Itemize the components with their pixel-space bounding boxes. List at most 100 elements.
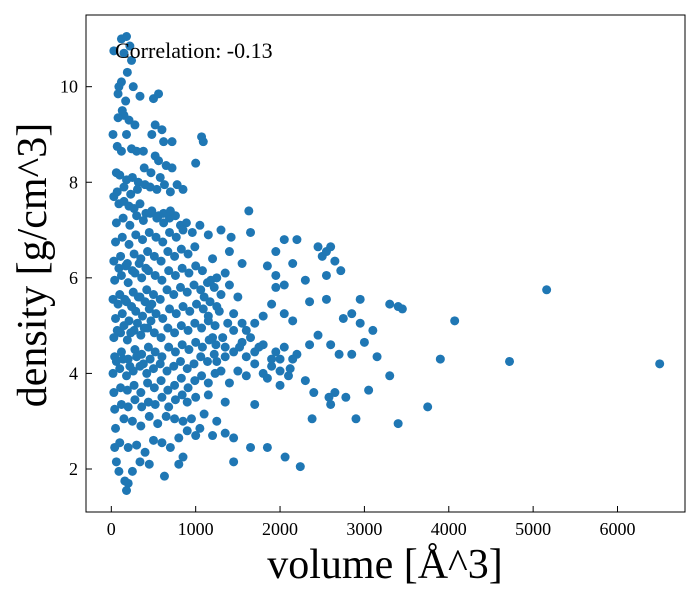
data-point [159,218,169,228]
correlation-annotation: Correlation: -0.13 [115,38,273,63]
data-point [347,349,357,359]
data-point [115,438,125,448]
data-point [244,206,254,216]
data-point [146,316,156,326]
data-point [116,251,126,261]
data-point [131,230,141,240]
data-point [279,309,289,319]
data-point [189,280,199,290]
data-point [189,359,199,369]
data-point [267,299,277,309]
data-point [246,442,256,452]
data-point [423,402,433,412]
data-point [341,392,351,402]
data-point [122,371,131,381]
data-point [122,129,131,139]
data-point [218,333,228,343]
data-point [307,414,317,424]
data-point [138,215,148,225]
data-point [152,213,162,223]
data-point [175,356,185,366]
x-tick-label: 1000 [178,519,214,539]
data-point [214,306,224,316]
data-point [123,278,133,288]
data-point [190,376,200,386]
data-point [283,371,293,381]
data-point [190,242,200,252]
data-point [505,356,515,366]
data-point [171,232,181,242]
data-point [368,325,378,335]
data-point [149,328,159,338]
data-point [121,96,131,106]
data-point [111,237,121,247]
data-point [195,423,205,433]
data-point [127,266,137,276]
x-tick-label: 2000 [262,519,298,539]
data-point [198,137,208,147]
data-point [126,189,136,199]
data-point [138,235,148,245]
data-point [110,275,120,285]
data-point [136,421,146,431]
data-point [182,426,192,436]
data-point [113,299,123,309]
data-point [117,232,127,242]
data-point [116,146,126,156]
data-point [195,220,205,230]
data-point [128,82,138,92]
x-tick-label: 0 [107,519,116,539]
data-point [197,342,207,352]
data-point [212,416,222,426]
data-point [258,340,268,350]
data-point [164,402,174,412]
data-point [159,137,169,147]
data-point [138,359,148,369]
data-point [156,376,166,386]
data-point [157,392,167,402]
data-point [295,462,305,472]
data-point [127,466,137,476]
data-point [326,399,336,409]
data-point [223,318,233,328]
data-point [385,299,395,309]
data-point [196,285,206,295]
data-point [154,89,164,99]
data-point [111,423,121,433]
data-point [300,376,310,386]
data-point [271,282,281,292]
data-point [271,270,281,280]
data-point [157,352,167,362]
data-point [136,388,146,398]
data-point [196,352,206,362]
data-point [143,378,153,388]
data-point [120,476,130,486]
data-point [186,414,196,424]
data-point [129,380,139,390]
data-point [229,457,239,467]
data-point [155,359,165,369]
data-point [655,359,665,369]
data-point [130,345,140,355]
data-point [150,120,160,130]
data-point [267,361,277,371]
data-point [191,431,201,441]
data-point [108,368,118,378]
data-point [170,414,180,424]
data-point [355,294,365,304]
data-point [212,356,222,366]
data-point [165,304,175,314]
data-point [192,299,202,309]
data-point [125,361,135,371]
data-point [146,168,156,178]
data-point [109,46,119,56]
data-point [165,442,175,452]
data-point [305,340,315,350]
data-point [199,292,209,302]
data-point [135,91,145,101]
data-point [241,352,251,362]
data-point [220,352,230,362]
data-point [117,106,127,116]
data-point [143,342,153,352]
data-point [321,270,331,280]
